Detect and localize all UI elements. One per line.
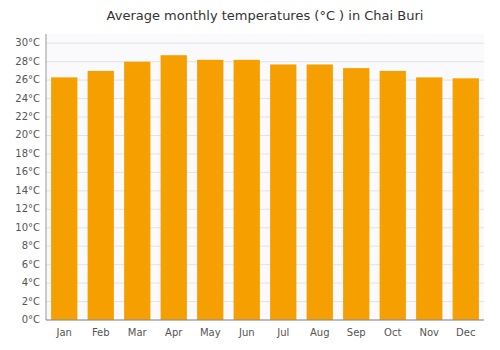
chart-container: 0°C 2°C 4°C 6°C 8°C 10°C 12°C 14°C 16°C 18°C 20°C 2… <box>0 0 500 350</box>
chart-svg: 0°C 2°C 4°C 6°C 8°C 10°C 12°C 14°C 16°C 18°C 20°C 2… <box>0 0 500 350</box>
x-tick-label: Nov <box>419 327 439 338</box>
y-tick-label: 2°C <box>22 296 40 307</box>
grid-line <box>46 43 484 44</box>
plot-background <box>46 34 484 320</box>
x-axis-labels: Jan Feb Mar Apr May Jun Jul Aug Sep Oct Nov Dec <box>56 327 476 338</box>
bar <box>88 71 114 320</box>
x-tick-label: Feb <box>92 327 110 338</box>
y-tick-label: 18°C <box>15 148 40 159</box>
bar <box>197 60 223 320</box>
y-tick-label: 26°C <box>15 74 40 85</box>
bar <box>343 68 369 320</box>
bar <box>380 71 406 320</box>
x-tick-label: Jun <box>238 327 255 338</box>
y-tick-label: 30°C <box>15 37 40 48</box>
y-tick-label: 20°C <box>15 129 40 140</box>
x-tick-label: Dec <box>456 327 475 338</box>
x-tick-label: Aug <box>310 327 330 338</box>
bar <box>234 60 260 320</box>
y-tick-label: 10°C <box>15 222 40 233</box>
y-tick-label: 28°C <box>15 56 40 67</box>
y-tick-label: 22°C <box>15 111 40 122</box>
y-tick-label: 16°C <box>15 166 40 177</box>
x-tick-label: Apr <box>165 327 183 338</box>
x-tick-label: Jan <box>56 327 72 338</box>
y-tick-label: 8°C <box>22 240 40 251</box>
y-axis-labels: 0°C 2°C 4°C 6°C 8°C 10°C 12°C 14°C 16°C 18°C 20°C 2… <box>15 37 40 325</box>
y-tick-label: 4°C <box>22 277 40 288</box>
grid <box>46 43 484 320</box>
x-tick-label: May <box>200 327 221 338</box>
bar <box>161 55 187 320</box>
bar <box>124 62 150 320</box>
bars <box>51 55 479 320</box>
x-tick-label: Jul <box>276 327 289 338</box>
y-tick-label: 24°C <box>15 93 40 104</box>
grid-line <box>46 61 484 62</box>
bar <box>416 77 442 320</box>
y-tick-label: 14°C <box>15 185 40 196</box>
x-tick-label: Mar <box>128 327 148 338</box>
chart-title: Average monthly temperatures (°C ) in Ch… <box>107 8 424 23</box>
y-axis-line <box>46 34 47 320</box>
bar <box>270 64 296 320</box>
bar <box>51 77 77 320</box>
y-tick-label: 0°C <box>22 314 40 325</box>
y-tick-label: 6°C <box>22 259 40 270</box>
x-tick-label: Sep <box>347 327 366 338</box>
y-tick-label: 12°C <box>15 203 40 214</box>
x-tick-label: Oct <box>384 327 401 338</box>
bar <box>453 78 479 320</box>
bar <box>307 64 333 320</box>
grid-line <box>46 320 484 321</box>
x-axis-line <box>46 320 484 321</box>
